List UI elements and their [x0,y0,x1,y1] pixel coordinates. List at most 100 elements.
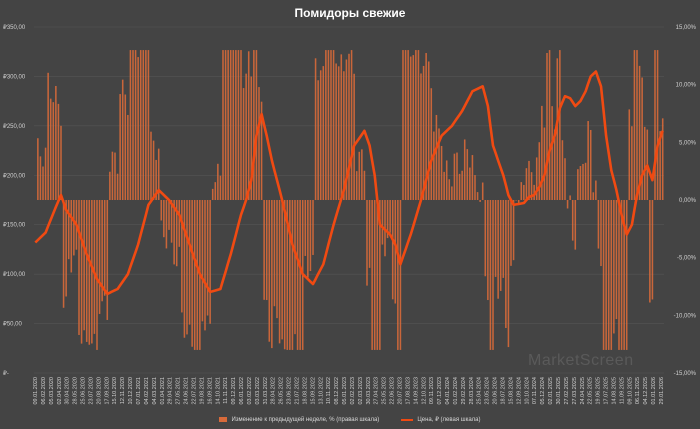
change-bar [260,101,263,200]
x-tick-label: 06.11.2025 [635,377,641,404]
change-bar [191,200,193,347]
change-bar [222,50,224,200]
x-tick-label: 25.04.2024 [477,377,483,405]
change-bar [404,50,407,200]
x-tick-label: 20.06.2024 [493,377,499,405]
change-bar [399,200,402,350]
x-tick-label: 02.01.2025 [548,377,554,405]
change-bar [332,50,335,200]
change-bar [394,200,397,304]
change-bar [73,200,75,256]
change-bar [409,56,412,200]
change-bar [625,200,628,350]
change-bar [281,200,283,340]
x-tick-label: 14.09.2023 [413,377,419,405]
change-bar [67,200,70,260]
change-bar [88,200,91,345]
change-bar [397,200,399,350]
legend-label-price: Цена, ₽ (левая шкала) [417,417,481,423]
change-bar [60,125,62,200]
x-tick-label: 18.07.2024 [501,377,507,405]
x-tick-label: 10.12.2020 [128,377,134,405]
change-bar [643,126,646,200]
x-tick-label: 21.07.2022 [294,377,300,405]
change-bar [461,170,463,200]
change-bar [391,200,394,300]
change-bar [502,200,505,278]
x-tick-label: 17.09.2020 [104,377,110,405]
change-bar [613,200,615,334]
change-bar [211,188,214,200]
change-bar [196,200,199,350]
change-bar [273,200,276,307]
change-bar [116,173,119,200]
change-bar [636,50,638,200]
change-bar [517,200,520,203]
change-bar [83,200,85,331]
change-bar [134,50,137,200]
change-bar [91,200,93,344]
change-bar [407,50,409,200]
x-tick-label: 30.03.2023 [366,377,372,405]
change-bar [363,170,366,200]
change-bar [602,200,605,350]
x-tick-label: 23.07.2020 [88,377,94,405]
change-bar [201,200,204,322]
change-bar [456,152,458,200]
change-bar [186,200,188,335]
change-bar [379,200,381,350]
x-tick-label: 06.01.2022 [239,377,245,405]
x-tick-label: 07.12.2023 [437,377,443,405]
change-bar [638,65,641,200]
change-bar [548,50,551,200]
change-bar [368,200,371,268]
change-bar [492,200,494,350]
change-bar [152,140,155,200]
change-bar [85,200,88,342]
change-bar [420,73,422,200]
left-tick-label: ₽- [3,370,9,377]
change-bar [240,50,242,200]
change-bar [592,192,595,200]
change-bar [376,200,379,350]
change-bar [129,50,132,200]
change-bar [183,200,186,338]
x-tick-label: 02.04.2020 [57,377,63,405]
x-tick-label: 25.05.2023 [382,377,388,405]
change-bar [546,53,548,201]
change-bar [178,200,181,247]
change-bar [101,200,103,302]
change-bar [229,50,232,200]
change-bar [523,184,525,200]
change-bar [584,162,587,200]
change-bar [631,126,633,200]
change-bar [114,152,116,200]
change-bar [479,200,481,202]
x-tick-label: 27.04.2023 [374,377,380,405]
change-bar [103,200,106,296]
change-bar [65,200,67,297]
change-bar [224,50,227,200]
change-bar [296,200,299,350]
change-bar [469,167,471,200]
x-tick-label: 29.01.2026 [659,377,665,405]
change-bar [569,195,571,200]
change-bar [520,182,523,200]
x-tick-label: 15.08.2024 [508,377,514,405]
change-bar [587,121,589,200]
x-tick-label: 27.03.2025 [572,377,578,405]
x-tick-label: 27.05.2021 [176,377,182,405]
change-bar [62,200,65,308]
legend-label-change: Изменение к предыдущей неделе, % (правая… [231,416,380,423]
change-bar [39,156,42,200]
change-bar [121,79,124,200]
change-bar [561,140,564,200]
change-bar [579,166,582,200]
x-tick-label: 03.03.2022 [255,377,261,405]
change-bar [96,200,98,350]
change-bar [271,200,273,349]
change-bar [402,50,404,200]
price-line [34,70,664,296]
change-bar [145,50,147,200]
change-bar [173,200,175,265]
